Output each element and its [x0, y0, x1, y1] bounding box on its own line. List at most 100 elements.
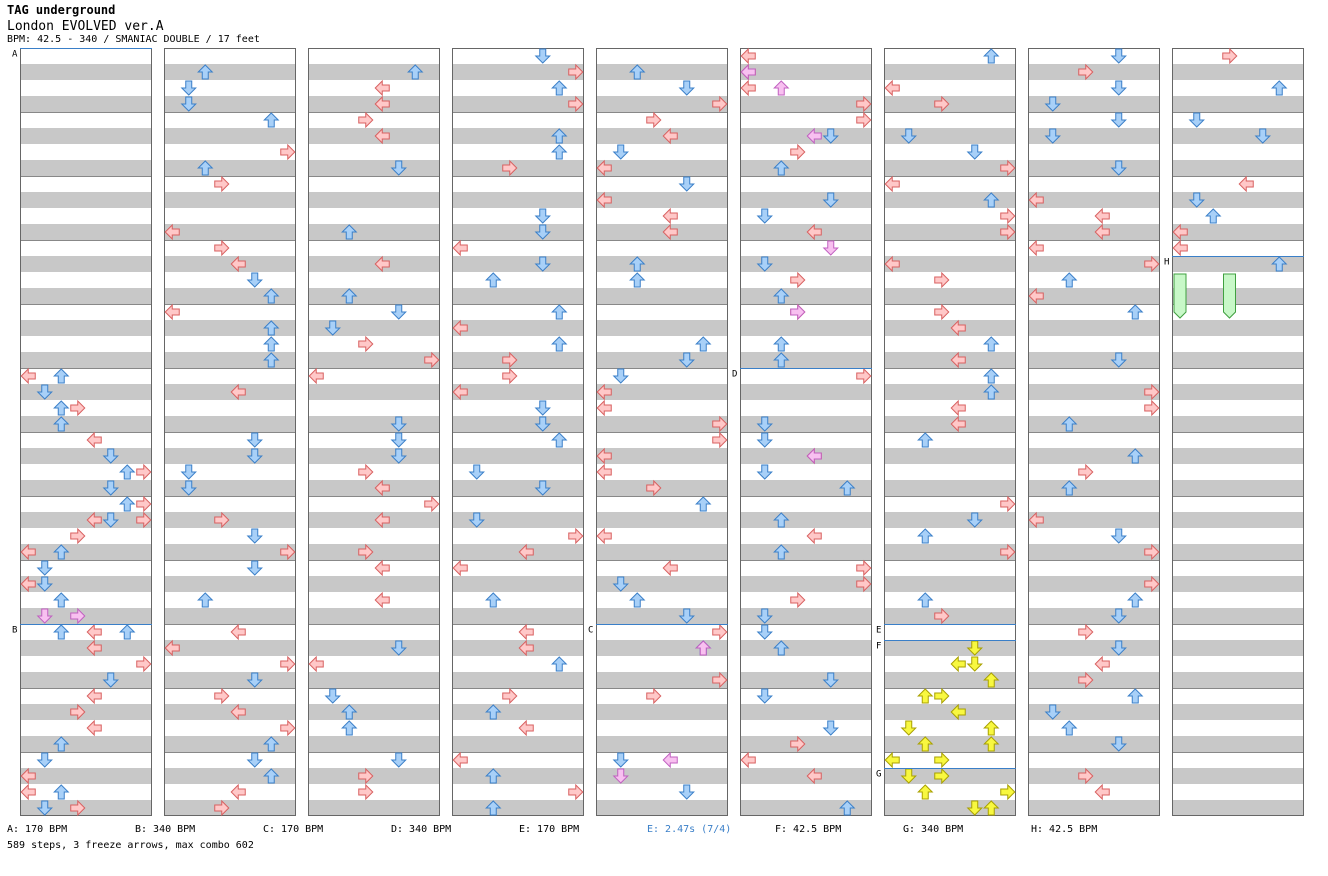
step-arrow [341, 720, 358, 736]
step-arrow [534, 208, 551, 224]
beat-band [740, 64, 872, 80]
step-arrow [1110, 112, 1127, 128]
step-arrow [518, 623, 534, 641]
step-arrow [806, 127, 822, 145]
beat-band [1172, 64, 1304, 80]
step-arrow [1205, 208, 1222, 224]
step-arrow [551, 128, 568, 144]
step-arrow [468, 464, 485, 480]
beat-band [1172, 512, 1304, 528]
step-arrow [1078, 767, 1094, 785]
step-arrow [180, 96, 197, 112]
beat-band [596, 64, 728, 80]
beat-band [1028, 544, 1160, 560]
step-arrow [53, 544, 70, 560]
step-arrow [452, 239, 468, 257]
beat-band [740, 800, 872, 816]
step-arrow [534, 480, 551, 496]
legend-h: H: 42.5 BPM [1031, 824, 1098, 835]
step-arrow [374, 479, 390, 497]
beat-band [1028, 608, 1160, 624]
step-arrow [1127, 304, 1144, 320]
beat-band [884, 416, 1016, 432]
step-arrow [1044, 96, 1061, 112]
beat-band [1028, 64, 1160, 80]
step-arrow [390, 432, 407, 448]
beat-band [1172, 288, 1304, 304]
step-arrow [341, 288, 358, 304]
step-arrow [374, 255, 390, 273]
step-arrow [1188, 112, 1205, 128]
step-arrow [856, 367, 872, 385]
step-arrow [756, 624, 773, 640]
step-arrow [485, 704, 502, 720]
step-arrow [358, 463, 374, 481]
step-arrow [678, 608, 695, 624]
beat-band [1172, 352, 1304, 368]
step-arrow [839, 480, 856, 496]
bpm-change-label: G [876, 770, 881, 780]
beat-band [1172, 416, 1304, 432]
step-arrow [485, 768, 502, 784]
step-arrow [917, 784, 934, 800]
step-arrow [20, 767, 36, 785]
column-border [452, 48, 584, 816]
beat-band [452, 480, 584, 496]
step-arrow [230, 703, 246, 721]
beat-band [740, 192, 872, 208]
step-arrow [983, 368, 1000, 384]
step-arrow [485, 592, 502, 608]
step-arrow [966, 512, 983, 528]
step-arrow [1172, 239, 1188, 257]
beat-band [308, 288, 440, 304]
step-arrow [1028, 191, 1044, 209]
step-arrow [534, 416, 551, 432]
step-arrow [551, 656, 568, 672]
beat-band [452, 384, 584, 400]
step-arrow [36, 384, 53, 400]
step-arrow [485, 272, 502, 288]
beat-band [740, 352, 872, 368]
step-arrow [1144, 575, 1160, 593]
step-arrow [1000, 543, 1016, 561]
step-arrow [452, 559, 468, 577]
step-arrow [822, 720, 839, 736]
step-arrow [214, 687, 230, 705]
beat-band [1172, 128, 1304, 144]
beat-band [884, 448, 1016, 464]
beat-band [164, 192, 296, 208]
step-arrow [1127, 592, 1144, 608]
beat-band [1172, 384, 1304, 400]
beat-band [1028, 768, 1160, 784]
beat-band [452, 448, 584, 464]
beat-band [164, 256, 296, 272]
bpm-change-label: D [732, 370, 737, 380]
step-arrow [468, 512, 485, 528]
chart-title: TAG underground [7, 3, 116, 17]
step-arrow [790, 143, 806, 161]
beat-band [20, 64, 152, 80]
beat-band [308, 64, 440, 80]
step-arrow [452, 751, 468, 769]
step-arrow [1110, 48, 1127, 64]
beat-band [596, 384, 728, 400]
step-arrow [1254, 128, 1271, 144]
step-arrow [983, 800, 1000, 816]
step-arrow [983, 384, 1000, 400]
step-arrow [740, 751, 756, 769]
beat-band [596, 96, 728, 112]
beat-band [596, 512, 728, 528]
beat-band [884, 96, 1016, 112]
step-arrow [646, 479, 662, 497]
beat-band [1028, 704, 1160, 720]
step-arrow [70, 703, 86, 721]
step-arrow [136, 495, 152, 513]
beat-band [884, 544, 1016, 560]
step-arrow [983, 336, 1000, 352]
step-arrow [164, 223, 180, 241]
step-arrow [246, 448, 263, 464]
step-arrow [856, 111, 872, 129]
step-arrow [214, 511, 230, 529]
beat-band [1028, 384, 1160, 400]
step-arrow [263, 320, 280, 336]
